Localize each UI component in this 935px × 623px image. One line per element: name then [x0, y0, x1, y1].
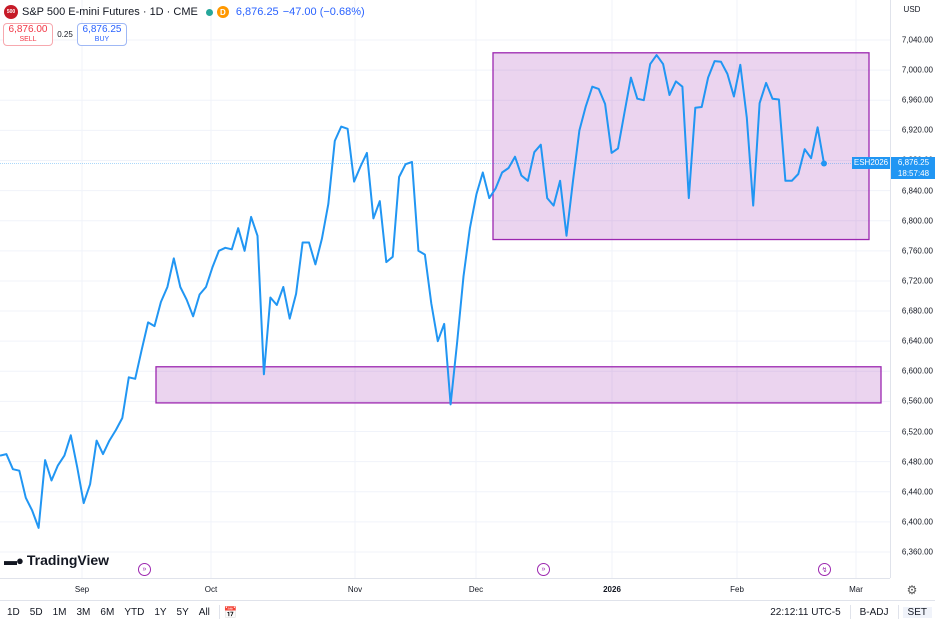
- divider: [849, 605, 851, 619]
- earnings-event-icon[interactable]: ↯: [818, 563, 831, 576]
- date-range-icon[interactable]: 📅: [223, 606, 238, 619]
- price-tick-label: 6,760.00: [901, 246, 933, 256]
- range-button-all[interactable]: All: [198, 606, 210, 618]
- range-button-ytd[interactable]: YTD: [124, 606, 145, 618]
- bar-countdown: 18:57:48: [897, 169, 930, 178]
- range-button-1d[interactable]: 1D: [7, 606, 20, 618]
- price-tick-label: 6,480.00: [901, 457, 933, 467]
- range-button-5y[interactable]: 5Y: [176, 606, 189, 618]
- time-tick-label: 2026: [603, 585, 621, 594]
- price-change: −47.00 (−0.68%): [282, 6, 365, 18]
- price-tick-label: 6,360.00: [901, 547, 933, 557]
- dividend-event-icon[interactable]: »: [537, 563, 550, 576]
- last-price: 6,876.25: [235, 6, 279, 18]
- time-tick-label: Sep: [74, 585, 90, 594]
- tradingview-mark-icon: ▬●: [4, 552, 24, 568]
- divider: [897, 605, 899, 619]
- zone-rectangle: [155, 366, 882, 404]
- price-tick-label: 6,840.00: [901, 186, 933, 196]
- price-tick-label: 6,720.00: [901, 276, 933, 286]
- time-tick-label: Feb: [730, 585, 744, 594]
- price-series-line: [0, 54, 825, 529]
- price-tick-label: 6,560.00: [901, 396, 933, 406]
- price-chart[interactable]: [0, 0, 890, 578]
- chart-pane[interactable]: 500 S&P 500 E-mini Futures · 1D · CME D …: [0, 0, 890, 578]
- price-tick-label: 6,440.00: [901, 487, 933, 497]
- symbol-legend[interactable]: 500 S&P 500 E-mini Futures · 1D · CME D …: [4, 5, 365, 19]
- current-symbol-tag: ESH2026: [852, 157, 890, 169]
- price-tick-label: 6,800.00: [901, 216, 933, 226]
- price-tick-label: 7,000.00: [901, 65, 933, 75]
- session-toggle[interactable]: SET: [902, 606, 932, 618]
- symbol-title[interactable]: S&P 500 E-mini Futures · 1D · CME: [22, 6, 198, 18]
- buy-button[interactable]: 6,876.25 BUY: [77, 23, 127, 46]
- last-price-dot: [821, 160, 827, 167]
- range-buttons: 1D 5D 1M 3M 6M YTD 1Y 5Y All: [2, 607, 215, 618]
- sell-price: 6,876.00: [8, 24, 48, 35]
- current-price-value: 6,876.25: [897, 158, 930, 167]
- time-tick-label: Nov: [347, 585, 363, 594]
- currency-label[interactable]: USD: [903, 5, 921, 14]
- time-tick-label: Oct: [204, 585, 218, 594]
- price-tick-label: 6,960.00: [901, 95, 933, 105]
- zone-rectangle: [492, 52, 870, 241]
- price-tick-label: 6,640.00: [901, 336, 933, 346]
- data-delay-badge[interactable]: D: [216, 6, 229, 18]
- price-scale[interactable]: USD 7,040.007,000.006,960.006,920.006,88…: [890, 0, 935, 578]
- price-tick-label: 6,400.00: [901, 517, 933, 527]
- price-tick-label: 6,520.00: [901, 427, 933, 437]
- time-scale[interactable]: ⚙ Sep Oct Nov Dec 2026 Feb Mar: [0, 578, 917, 601]
- sell-label: SELL: [19, 36, 37, 43]
- time-tick-label: Mar: [849, 585, 863, 594]
- buy-label: BUY: [94, 36, 110, 43]
- time-tick-label: Dec: [468, 585, 484, 594]
- clock-timezone[interactable]: 22:12:11 UTC-5: [770, 606, 841, 618]
- range-button-1m[interactable]: 1M: [52, 606, 67, 618]
- settings-gear-icon[interactable]: ⚙: [906, 583, 918, 597]
- price-tick-label: 7,040.00: [901, 35, 933, 45]
- grid-lines: [0, 0, 890, 578]
- divider: [218, 605, 220, 619]
- tradingview-logo[interactable]: ▬● TradingView: [4, 552, 109, 568]
- trade-panel: 6,876.00 SELL 0.25 6,876.25 BUY: [3, 23, 127, 46]
- sell-button[interactable]: 6,876.00 SELL: [3, 23, 53, 46]
- bottom-toolbar: 1D 5D 1M 3M 6M YTD 1Y 5Y All 📅 22:12:11 UTC-5 B-…: [0, 600, 935, 623]
- market-status-dot[interactable]: [205, 8, 213, 16]
- price-tick-label: 6,600.00: [901, 366, 933, 376]
- zone-rectangles: [155, 52, 882, 404]
- range-button-5d[interactable]: 5D: [29, 606, 43, 618]
- tradingview-logo-text: TradingView: [26, 552, 110, 568]
- range-button-6m[interactable]: 6M: [100, 606, 115, 618]
- dividend-event-icon[interactable]: »: [138, 563, 151, 576]
- range-button-3m[interactable]: 3M: [76, 606, 91, 618]
- buy-price: 6,876.25: [82, 24, 122, 35]
- current-price-tag: 6,876.25 18:57:48: [891, 157, 935, 179]
- spread-value: 0.25: [57, 30, 73, 39]
- price-tick-label: 6,920.00: [901, 125, 933, 135]
- range-button-1y[interactable]: 1Y: [154, 606, 167, 618]
- adjustment-toggle[interactable]: B-ADJ: [859, 606, 889, 618]
- symbol-logo: 500: [4, 5, 18, 19]
- price-tick-label: 6,680.00: [901, 306, 933, 316]
